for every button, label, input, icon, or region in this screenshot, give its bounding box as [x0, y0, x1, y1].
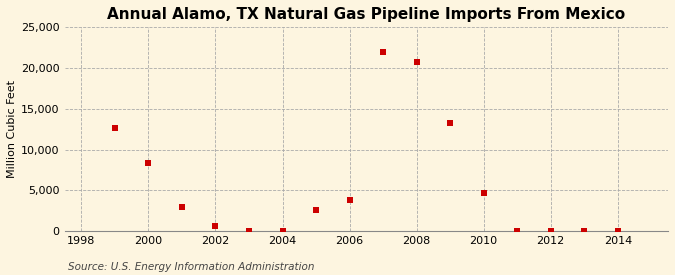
Point — [109, 125, 120, 130]
Text: Source: U.S. Energy Information Administration: Source: U.S. Energy Information Administ… — [68, 262, 314, 272]
Point — [344, 198, 355, 202]
Point — [177, 205, 188, 209]
Point — [479, 191, 489, 195]
Point — [512, 228, 522, 233]
Point — [210, 224, 221, 229]
Point — [579, 228, 590, 233]
Title: Annual Alamo, TX Natural Gas Pipeline Imports From Mexico: Annual Alamo, TX Natural Gas Pipeline Im… — [107, 7, 626, 22]
Point — [310, 208, 321, 212]
Point — [411, 59, 422, 64]
Point — [244, 228, 254, 233]
Point — [143, 161, 154, 165]
Point — [545, 228, 556, 233]
Y-axis label: Million Cubic Feet: Million Cubic Feet — [7, 80, 17, 178]
Point — [612, 228, 623, 233]
Point — [277, 228, 288, 233]
Point — [378, 50, 389, 54]
Point — [445, 120, 456, 125]
